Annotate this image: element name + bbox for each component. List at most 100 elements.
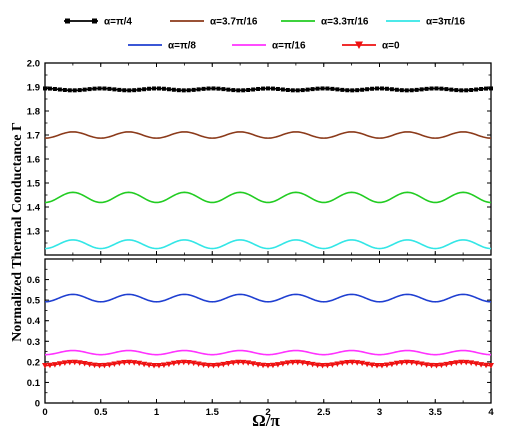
series-marker-0 [161, 86, 166, 91]
series-marker-6 [151, 362, 158, 369]
series-marker-0 [300, 88, 305, 93]
series-marker-6 [374, 362, 381, 369]
series-marker-0 [87, 87, 92, 92]
y-tick-label: 1.9 [27, 83, 40, 94]
series-marker-6 [438, 362, 445, 369]
series-marker-0 [310, 87, 315, 92]
series-marker-0 [414, 87, 419, 92]
series-marker-6 [418, 361, 425, 367]
series-marker-0 [82, 87, 87, 92]
series-marker-6 [245, 360, 252, 366]
series-marker-6 [413, 360, 420, 367]
series-marker-0 [72, 88, 77, 93]
series-marker-0 [270, 86, 275, 91]
series-marker-0 [444, 87, 449, 92]
series-marker-0 [246, 87, 251, 92]
series-marker-0 [479, 86, 484, 91]
series-marker-6 [136, 360, 143, 367]
series-marker-0 [454, 88, 459, 93]
series-marker-6 [235, 359, 242, 366]
series-marker-0 [43, 86, 47, 91]
series-marker-0 [251, 87, 256, 92]
series-marker-6 [200, 362, 207, 368]
series-marker-6 [131, 360, 138, 366]
series-marker-6 [488, 363, 494, 369]
x-tick-label: 3.5 [429, 407, 443, 418]
series-marker-0 [77, 88, 82, 93]
series-marker-0 [191, 87, 196, 92]
series-marker-6 [155, 362, 162, 369]
series-marker-6 [190, 360, 197, 367]
series-marker-6 [195, 361, 202, 367]
series-marker-6 [265, 363, 271, 369]
series-marker-6 [349, 359, 356, 366]
series-marker-0 [375, 86, 380, 91]
legend-marker-0 [65, 18, 70, 24]
series-marker-6 [334, 361, 341, 367]
lower-frame [44, 258, 492, 404]
series-marker-6 [428, 362, 435, 369]
series-marker-0 [142, 87, 147, 92]
x-tick-label: 0 [42, 407, 47, 418]
y-tick-label: 1.6 [27, 155, 40, 166]
series-marker-6 [42, 363, 48, 369]
series-line-4 [44, 293, 492, 303]
series-marker-6 [309, 361, 316, 368]
series-marker-0 [384, 86, 389, 91]
series-marker-0 [186, 88, 191, 93]
series-marker-6 [146, 362, 153, 369]
series-marker-6 [483, 362, 490, 369]
series-marker-6 [141, 361, 148, 368]
legend-label-5: α=π/16 [272, 41, 306, 52]
legend-label-6: α=0 [382, 41, 400, 52]
y-axis-label: Normalized Thermal Conductance Γ [10, 122, 25, 342]
series-marker-0 [132, 88, 137, 93]
series-marker-0 [102, 86, 107, 91]
series-marker-0 [409, 88, 414, 93]
series-marker-6 [111, 361, 118, 367]
series-marker-6 [294, 359, 301, 366]
series-marker-6 [180, 359, 187, 366]
x-tick-label: 1 [154, 407, 160, 418]
series-marker-0 [137, 87, 142, 92]
series-marker-0 [370, 86, 375, 91]
series-marker-6 [96, 363, 103, 369]
series-marker-0 [107, 86, 112, 91]
series-line-1 [44, 131, 492, 139]
series-marker-6 [398, 360, 405, 366]
series-marker-6 [284, 360, 291, 366]
series-marker-0 [226, 87, 231, 92]
legend-marker-6 [355, 41, 363, 49]
series-marker-0 [171, 87, 176, 92]
series-marker-0 [389, 87, 394, 92]
series-marker-6 [61, 360, 68, 366]
series-marker-0 [92, 86, 97, 91]
series-marker-6 [185, 359, 192, 366]
series-marker-0 [429, 86, 434, 91]
series-marker-6 [210, 363, 217, 369]
legend-label-4: α=π/8 [168, 41, 196, 52]
series-marker-6 [314, 362, 321, 369]
y-tick-label: 1.4 [27, 203, 41, 214]
series-marker-6 [388, 361, 395, 368]
legend-label-3: α=3π/16 [426, 17, 466, 28]
upper-plot-panel: 1.3 1.4 1.5 1.6 1.7 1.8 1.9 2.0 [27, 59, 493, 256]
series-marker-0 [434, 86, 439, 91]
series-marker-0 [117, 87, 122, 92]
series-marker-6 [255, 362, 262, 368]
series-marker-0 [290, 88, 295, 93]
series-marker-0 [365, 87, 370, 92]
series-marker-6 [453, 360, 460, 366]
series-marker-0 [241, 88, 246, 93]
series-line-3 [44, 239, 492, 250]
series-marker-6 [364, 361, 371, 368]
series-marker-0 [464, 88, 469, 93]
series-marker-6 [121, 359, 128, 366]
series-marker-6 [383, 362, 390, 369]
series-marker-6 [160, 362, 167, 369]
series-marker-0 [261, 86, 266, 91]
series-marker-6 [126, 359, 133, 366]
series-marker-0 [469, 87, 474, 92]
series-marker-6 [175, 360, 182, 366]
